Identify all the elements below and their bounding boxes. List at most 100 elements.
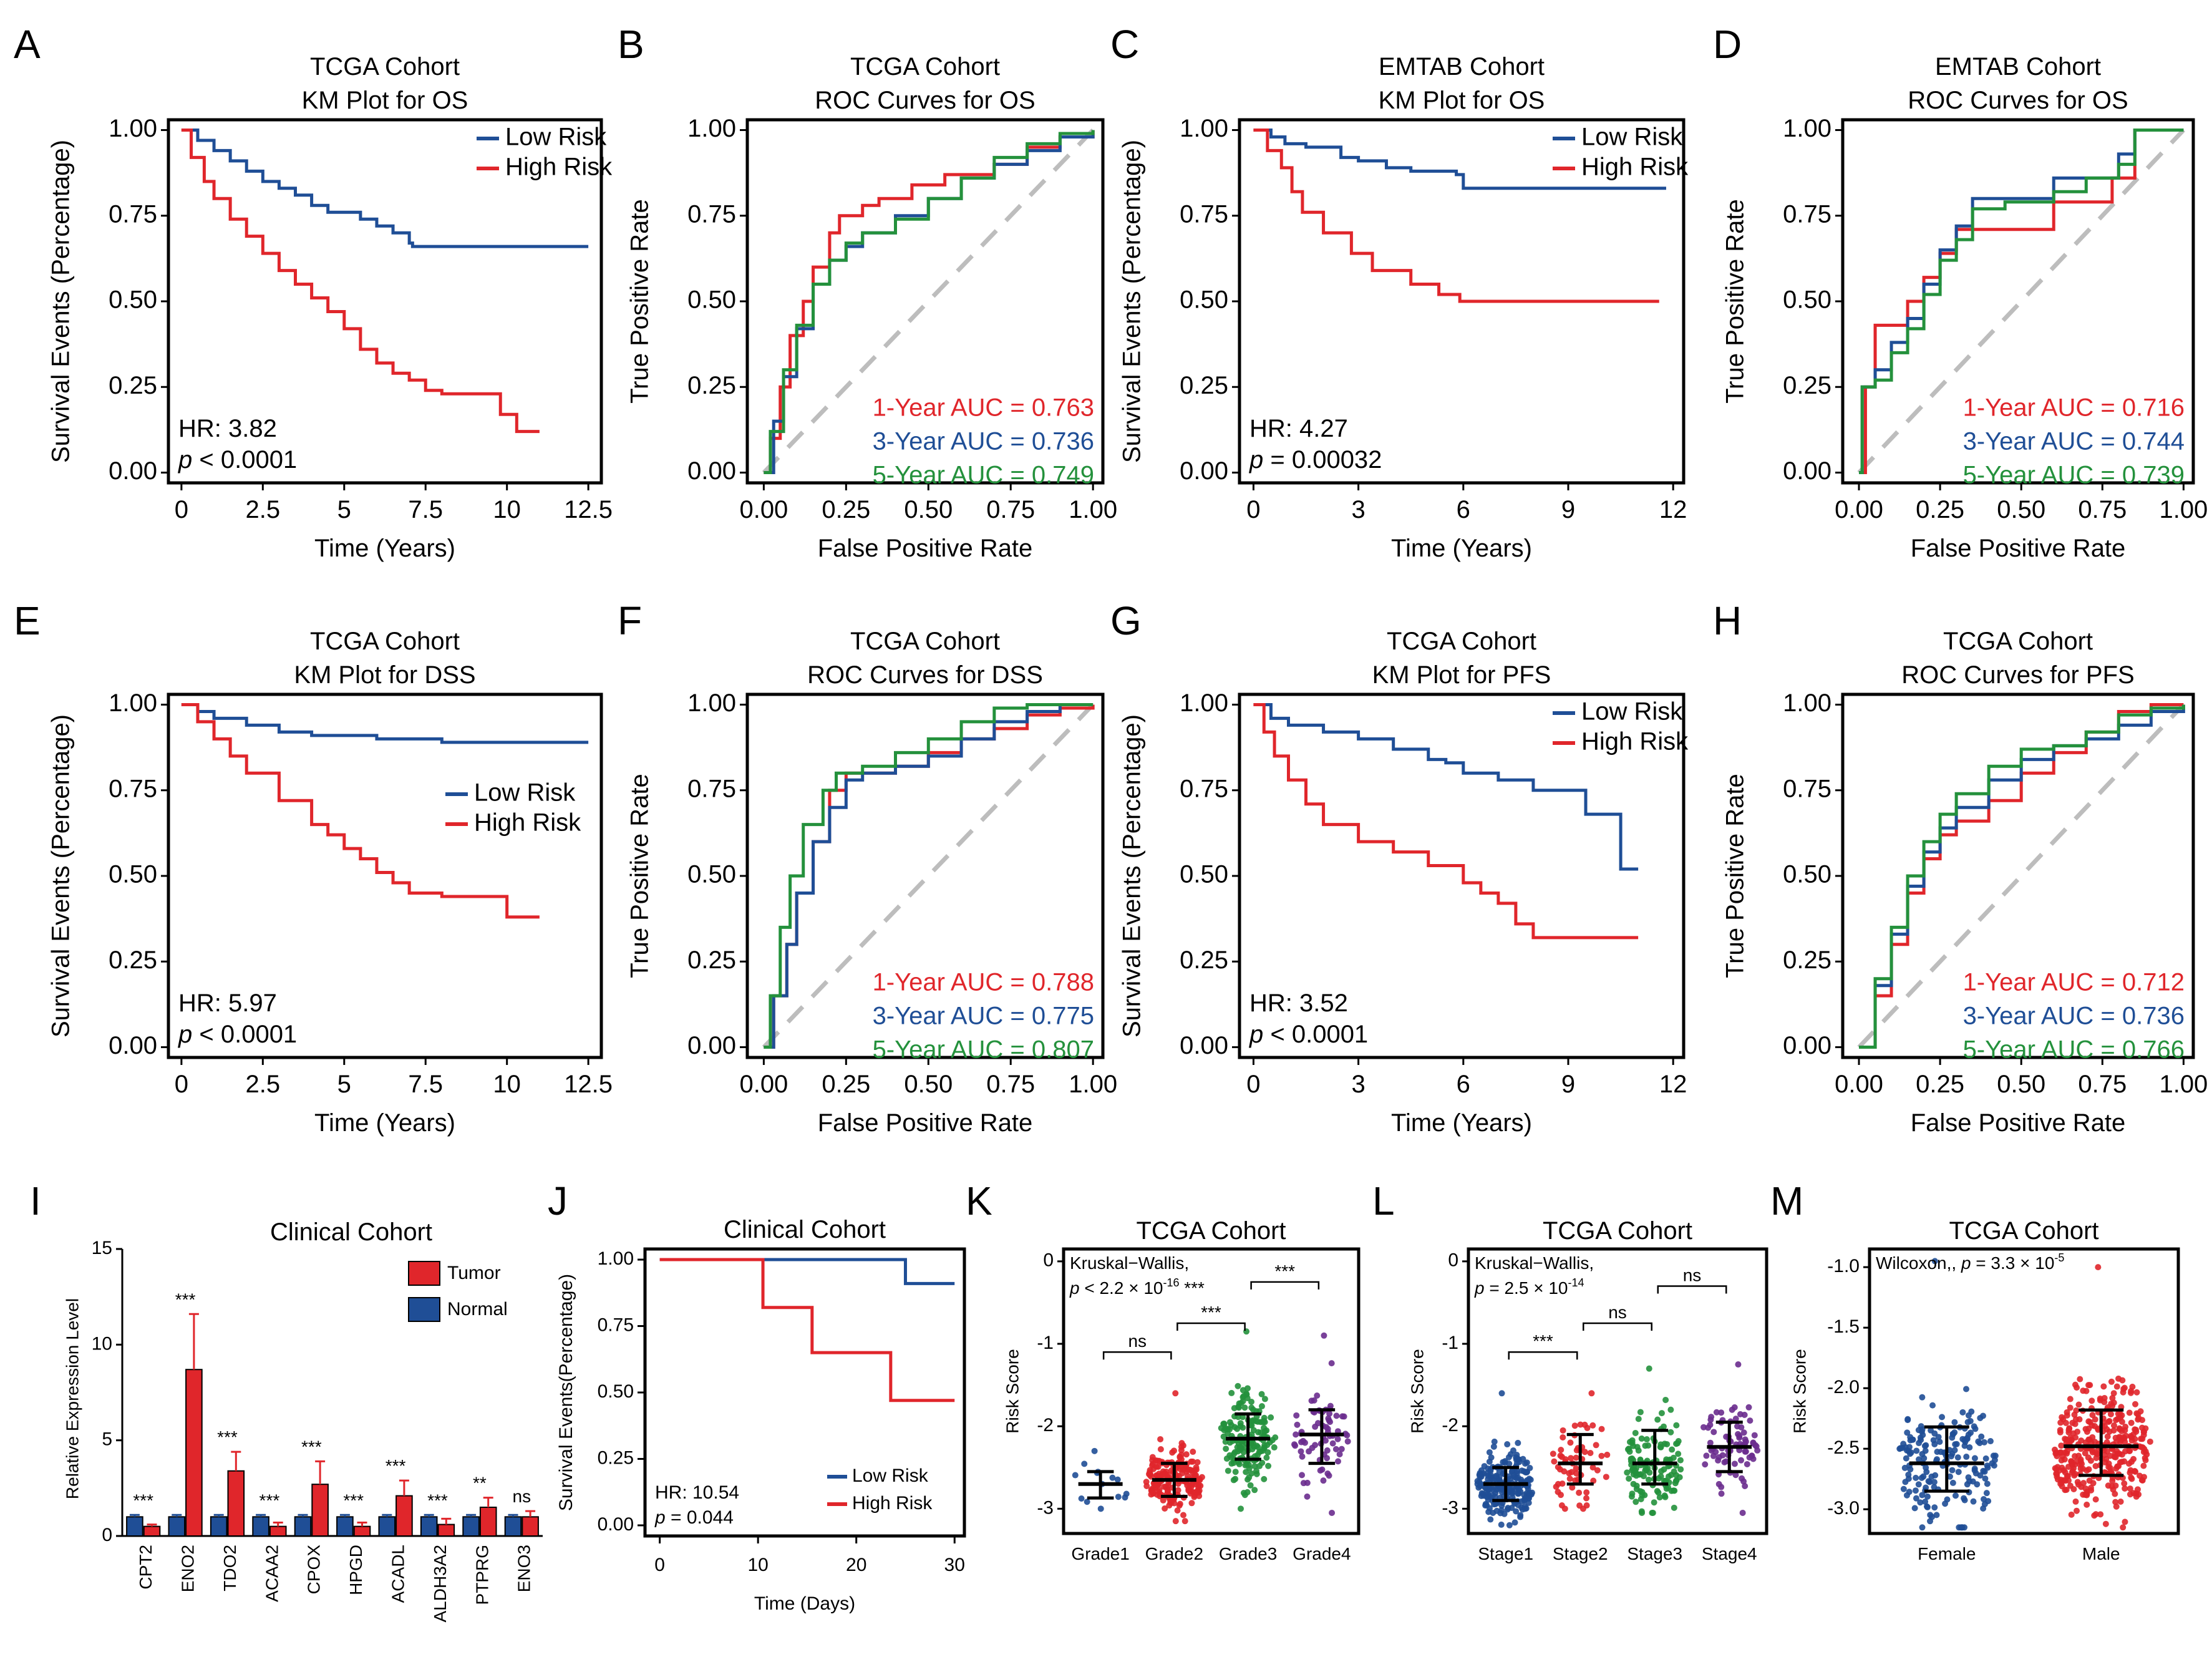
data-point	[1959, 1524, 1966, 1531]
data-point	[1507, 1475, 1514, 1482]
data-point	[1492, 1494, 1499, 1500]
data-point	[1239, 1424, 1246, 1431]
data-point	[1240, 1490, 1247, 1497]
data-point	[2053, 1466, 2060, 1473]
data-point	[2071, 1472, 2078, 1479]
data-point	[1194, 1459, 1201, 1465]
x-tick-label: 0.00	[1835, 496, 1883, 523]
data-point	[1109, 1474, 1116, 1481]
data-point	[1729, 1406, 1735, 1413]
stat-annotation: HR: 5.97	[178, 989, 277, 1017]
data-point	[1904, 1429, 1911, 1436]
y-tick-label: 0.00	[598, 1514, 634, 1535]
data-point	[1166, 1502, 1173, 1509]
x-axis-label: False Positive Rate	[818, 1109, 1033, 1137]
significance-label: ***	[301, 1437, 322, 1456]
data-point	[1923, 1503, 1930, 1510]
data-point	[2103, 1439, 2110, 1446]
data-point	[1673, 1441, 1680, 1447]
data-point	[1919, 1492, 1926, 1499]
data-point	[2085, 1425, 2092, 1432]
x-axis-label: Time (Years)	[314, 535, 455, 562]
data-point	[1244, 1395, 1251, 1402]
data-point	[1675, 1450, 1682, 1457]
data-point	[1226, 1452, 1233, 1459]
data-point	[2128, 1434, 2135, 1441]
significance-label: ns	[513, 1487, 531, 1506]
data-point	[2127, 1469, 2133, 1476]
data-point	[1931, 1258, 1938, 1265]
y-tick-label: 0.00	[1180, 1032, 1228, 1059]
data-point	[1581, 1449, 1588, 1455]
data-point	[2112, 1499, 2119, 1505]
data-point	[2112, 1450, 2118, 1457]
data-point	[1737, 1411, 1744, 1417]
category-label: Stage3	[1627, 1544, 1682, 1563]
bar-normal	[210, 1516, 228, 1537]
data-point	[1913, 1447, 1920, 1454]
chart-title: ROC Curves for OS	[815, 87, 1035, 114]
data-point	[1567, 1439, 1574, 1446]
series-line-high-risk	[181, 702, 540, 919]
data-point	[2118, 1459, 2125, 1465]
data-point	[2118, 1427, 2125, 1434]
y-tick-label: 1.00	[598, 1248, 634, 1269]
data-point	[1304, 1493, 1311, 1500]
data-point	[1515, 1439, 1521, 1446]
data-point	[1974, 1481, 1981, 1488]
legend-swatch	[408, 1261, 440, 1286]
bar-tumor	[437, 1523, 455, 1537]
data-point	[2068, 1511, 2075, 1518]
y-tick-label: 0.25	[598, 1447, 634, 1468]
panel-letter: E	[14, 598, 41, 643]
data-point	[2104, 1433, 2111, 1440]
y-tick-label: 0	[1043, 1250, 1054, 1271]
data-point	[1921, 1455, 1928, 1462]
data-point	[2083, 1467, 2090, 1474]
data-point	[2092, 1439, 2098, 1446]
legend-label: High Risk	[1581, 728, 1689, 756]
data-point	[2140, 1474, 2147, 1480]
data-point	[2054, 1470, 2060, 1477]
data-point	[1176, 1454, 1183, 1461]
series-line-low-risk	[1253, 128, 1666, 190]
data-point	[2082, 1485, 2089, 1492]
data-point	[1721, 1459, 1728, 1465]
legend-label: Low Risk	[1581, 698, 1683, 726]
x-tick-label: 10	[493, 496, 521, 523]
data-point	[1568, 1455, 1574, 1462]
data-point	[2140, 1462, 2147, 1469]
bar-tumor	[311, 1484, 329, 1537]
data-point	[1561, 1505, 1568, 1512]
y-tick-label: 5	[102, 1429, 112, 1450]
data-point	[1248, 1422, 1255, 1429]
data-point	[1560, 1434, 1566, 1441]
data-point	[1626, 1475, 1632, 1482]
y-tick-label: 0.00	[687, 1032, 736, 1059]
x-tick-label: 0	[175, 496, 188, 523]
data-point	[1646, 1469, 1653, 1476]
data-point	[1160, 1497, 1167, 1504]
y-axis-label: Survival Events (Percentage)	[1118, 714, 1146, 1037]
series-line-high-risk	[181, 128, 540, 434]
y-axis-label: Survival Events (Percentage)	[47, 140, 75, 463]
data-point	[2071, 1411, 2078, 1418]
data-point	[1642, 1465, 1649, 1472]
data-point	[2064, 1473, 2071, 1480]
data-point	[1264, 1449, 1271, 1455]
series-line-high-risk	[659, 1258, 955, 1402]
x-axis-label: False Positive Rate	[1911, 535, 2126, 562]
chart-title: Clinical Cohort	[724, 1216, 886, 1243]
data-point	[1967, 1429, 1974, 1436]
panel-J: J Clinical Cohort 0.00 0.25 0.50 0.75 1.00 Surv…	[548, 1178, 966, 1614]
data-point	[1084, 1499, 1090, 1505]
data-point	[1667, 1406, 1674, 1413]
data-point	[1153, 1482, 1160, 1489]
data-point	[1518, 1467, 1525, 1474]
data-point	[1931, 1441, 1938, 1447]
y-axis-label: Risk Score	[1790, 1349, 1809, 1433]
data-point	[1637, 1409, 1644, 1416]
data-point	[1588, 1390, 1595, 1397]
data-point	[1228, 1389, 1235, 1396]
x-tick-label: 0	[1246, 496, 1260, 523]
